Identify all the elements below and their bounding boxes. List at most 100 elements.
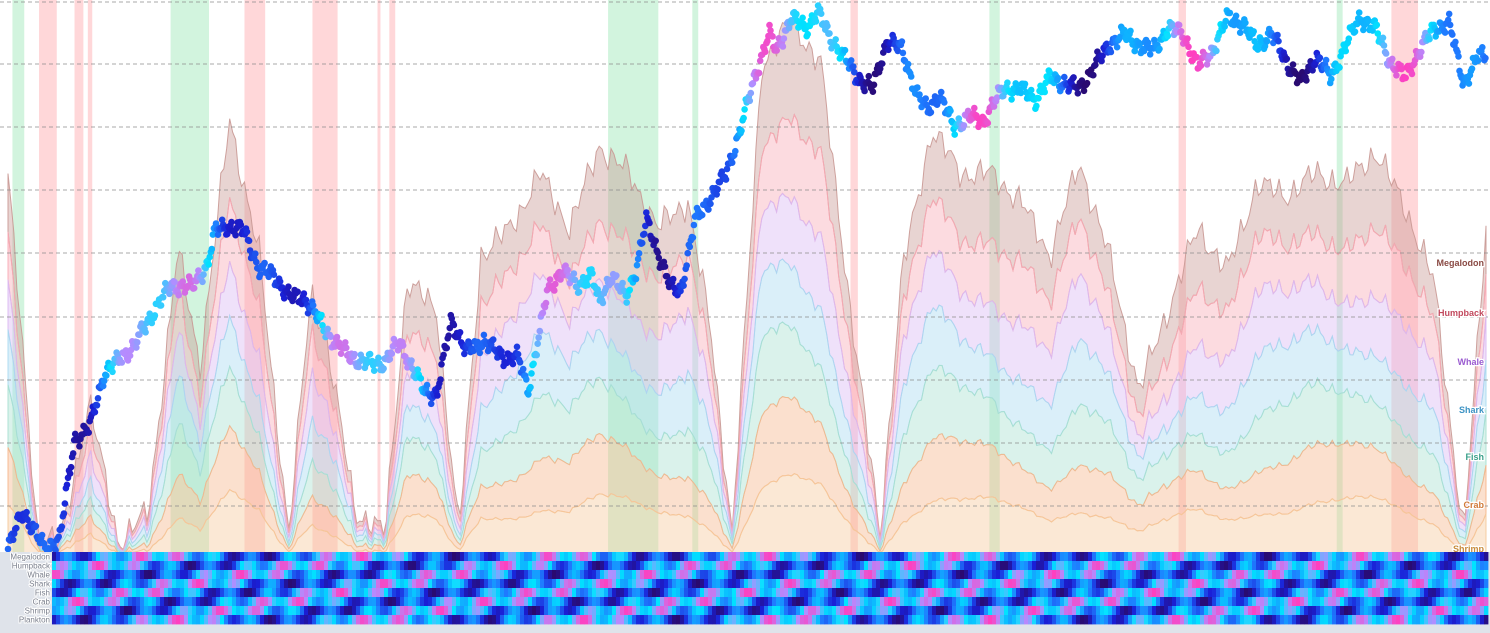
strip-cell	[396, 561, 401, 571]
strip-cell	[112, 579, 117, 589]
strip-cell	[1244, 615, 1249, 625]
strip-cell	[648, 588, 653, 598]
strip-cell	[52, 570, 57, 580]
strip-cell	[1428, 579, 1433, 589]
strip-cell	[612, 606, 617, 616]
strip-cell	[1288, 552, 1293, 562]
strip-cell	[120, 615, 125, 625]
strip-cell	[1200, 561, 1205, 571]
strip-cell	[88, 615, 93, 625]
strip-cell	[1340, 579, 1345, 589]
strip-cell	[1336, 552, 1341, 562]
strip-cell	[924, 552, 929, 562]
strip-cell	[616, 606, 621, 616]
price-dot	[195, 267, 202, 274]
price-dot	[812, 18, 820, 25]
strip-cell	[628, 570, 633, 580]
price-dot	[1070, 74, 1077, 81]
strip-cell	[304, 588, 309, 598]
strip-cell	[156, 588, 161, 598]
strip-cell	[1316, 561, 1321, 571]
strip-cell	[120, 570, 125, 580]
strip-cell	[1284, 597, 1289, 607]
strip-cell	[1256, 561, 1261, 571]
strip-cell	[384, 561, 389, 571]
strip-cell	[1084, 561, 1089, 571]
strip-cell	[568, 615, 573, 625]
strip-cell	[1252, 570, 1257, 580]
strip-cell	[1464, 570, 1469, 580]
strip-cell	[792, 579, 797, 589]
strip-cell	[1148, 561, 1153, 571]
strip-cell	[848, 579, 853, 589]
price-dot	[327, 333, 335, 341]
strip-cell	[1184, 606, 1189, 616]
strip-cell	[124, 588, 129, 598]
strip-cell	[548, 588, 553, 598]
strip-cell	[1084, 552, 1089, 562]
strip-cell	[1120, 561, 1125, 571]
strip-cell	[160, 588, 165, 598]
strip-cell	[404, 579, 409, 589]
strip-cell	[1276, 552, 1281, 562]
price-dot	[118, 359, 126, 366]
strip-cell	[552, 570, 557, 580]
strip-cell	[1412, 588, 1417, 598]
strip-cell	[468, 588, 473, 598]
strip-cell	[1300, 588, 1305, 598]
strip-cell	[1280, 615, 1285, 625]
strip-cell	[852, 615, 857, 625]
strip-cell	[1160, 588, 1165, 598]
strip-cell	[508, 588, 513, 598]
strip-cell	[968, 552, 973, 562]
strip-cell	[368, 570, 373, 580]
strip-cell	[544, 570, 549, 580]
price-dot	[237, 221, 245, 229]
strip-cell	[608, 570, 613, 580]
strip-cell	[816, 570, 821, 580]
strip-cell	[84, 588, 89, 598]
strip-cell	[532, 606, 537, 616]
strip-cell	[176, 615, 181, 625]
strip-cell	[336, 606, 341, 616]
strip-cell	[356, 615, 361, 625]
strip-cell	[172, 570, 177, 580]
strip-cell	[1168, 561, 1173, 571]
strip-cell	[1220, 552, 1225, 562]
strip-cell	[1008, 552, 1013, 562]
strip-cell	[748, 588, 753, 598]
strip-cell	[116, 606, 121, 616]
strip-cell	[204, 615, 209, 625]
strip-cell	[128, 579, 133, 589]
strip-cell	[244, 579, 249, 589]
strip-cell	[728, 570, 733, 580]
strip-cell	[1384, 561, 1389, 571]
strip-cell	[972, 597, 977, 607]
strip-cell	[1104, 570, 1109, 580]
strip-cell	[528, 552, 533, 562]
strip-cell	[1244, 597, 1249, 607]
strip-cell	[1200, 597, 1205, 607]
strip-cell	[708, 552, 713, 562]
strip-cell	[960, 597, 965, 607]
strip-cell	[128, 597, 133, 607]
strip-cell	[1124, 561, 1129, 571]
strip-cell	[224, 597, 229, 607]
strip-cell	[164, 561, 169, 571]
strip-cell	[68, 579, 73, 589]
strip-cell	[252, 561, 257, 571]
strip-cell	[576, 552, 581, 562]
strip-cell	[180, 561, 185, 571]
strip-cell	[676, 588, 681, 598]
strip-cell	[140, 570, 145, 580]
strip-cell	[172, 588, 177, 598]
strip-cell	[420, 552, 425, 562]
strip-cell	[1336, 606, 1341, 616]
strip-cell	[808, 588, 813, 598]
strip-cell	[72, 615, 77, 625]
strip-cell	[92, 579, 97, 589]
strip-cell	[1280, 606, 1285, 616]
strip-cell	[120, 561, 125, 571]
strip-cell	[388, 570, 393, 580]
price-dot	[99, 382, 107, 390]
